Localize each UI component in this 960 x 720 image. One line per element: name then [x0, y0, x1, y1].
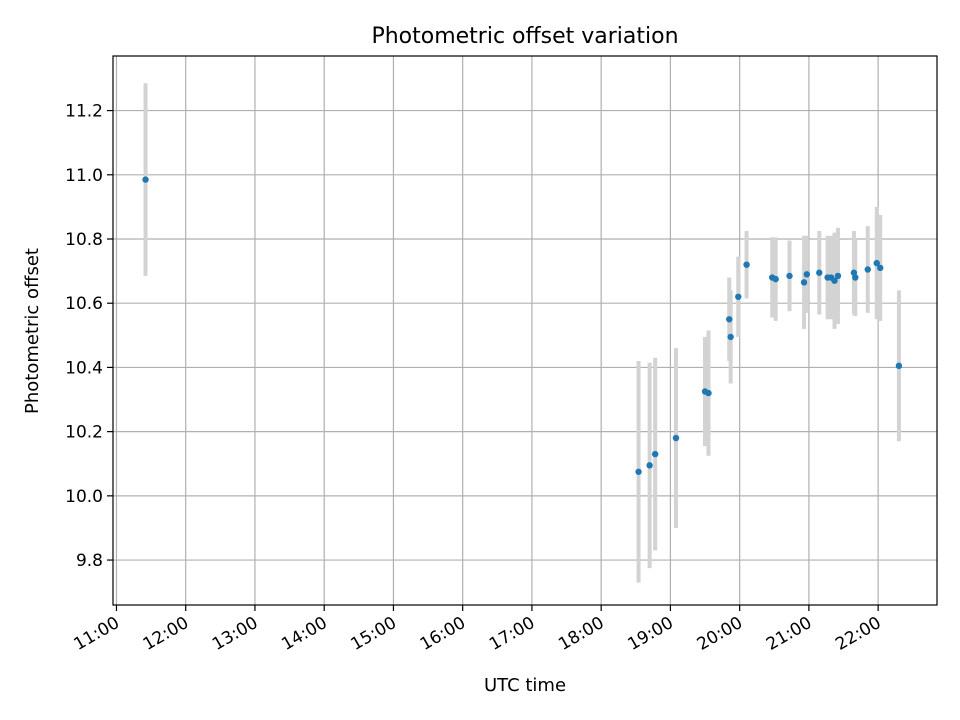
- data-point: [772, 275, 779, 283]
- y-tick-label: 10.2: [65, 423, 103, 443]
- data-point: [142, 176, 149, 183]
- data-point: [834, 272, 842, 280]
- data-point: [743, 261, 750, 268]
- x-tick-label: 15:00: [348, 613, 400, 655]
- x-tick-label: 12:00: [140, 613, 192, 655]
- plot-frame: [112, 55, 938, 606]
- data-point: [651, 450, 659, 458]
- data-point: [816, 269, 823, 276]
- data-point: [873, 259, 880, 267]
- x-tick-label: 21:00: [763, 613, 815, 655]
- x-tick-label: 17:00: [486, 613, 538, 655]
- chart-title: Photometric offset variation: [371, 24, 678, 49]
- data-point: [864, 266, 871, 273]
- data-point: [726, 316, 733, 323]
- data-points: [142, 176, 903, 475]
- y-axis-ticks: 9.8 10.0 10.2 10.4 10.6 10.8 11.0 11.2: [65, 102, 113, 571]
- error-bars: [143, 83, 901, 583]
- x-tick-label: 19:00: [624, 613, 676, 655]
- data-point: [803, 271, 811, 278]
- data-point: [672, 434, 680, 442]
- x-axis-label: UTC time: [484, 675, 566, 696]
- y-tick-label: 11.2: [65, 102, 103, 122]
- x-tick-label: 18:00: [555, 613, 607, 655]
- y-axis-label: Photometric offset: [22, 248, 43, 414]
- data-point: [877, 264, 884, 272]
- data-point: [850, 269, 858, 276]
- data-point: [646, 462, 653, 469]
- data-point: [852, 274, 859, 281]
- y-tick-label: 10.0: [65, 487, 103, 507]
- y-tick-label: 11.0: [65, 166, 103, 186]
- x-tick-label: 11:00: [71, 613, 123, 655]
- x-tick-label: 13:00: [209, 613, 261, 655]
- x-tick-label: 16:00: [417, 613, 469, 655]
- data-point: [800, 279, 808, 286]
- data-point: [727, 333, 734, 341]
- data-point: [786, 272, 793, 280]
- x-axis-ticks: 11:00 12:00 13:00 14:00 15:00 16:00 17:00 18:00…: [71, 605, 885, 655]
- data-point: [831, 277, 838, 284]
- y-tick-label: 9.8: [76, 551, 103, 571]
- grid: [113, 56, 937, 605]
- y-tick-label: 10.6: [65, 294, 103, 314]
- data-point: [895, 362, 903, 370]
- x-tick-label: 20:00: [694, 613, 746, 655]
- y-tick-label: 10.8: [65, 230, 103, 250]
- data-point: [635, 468, 642, 475]
- x-tick-label: 14:00: [278, 613, 330, 655]
- x-tick-label: 22:00: [832, 613, 884, 655]
- y-tick-label: 10.4: [65, 358, 103, 378]
- data-point: [735, 293, 742, 300]
- data-point: [705, 389, 712, 397]
